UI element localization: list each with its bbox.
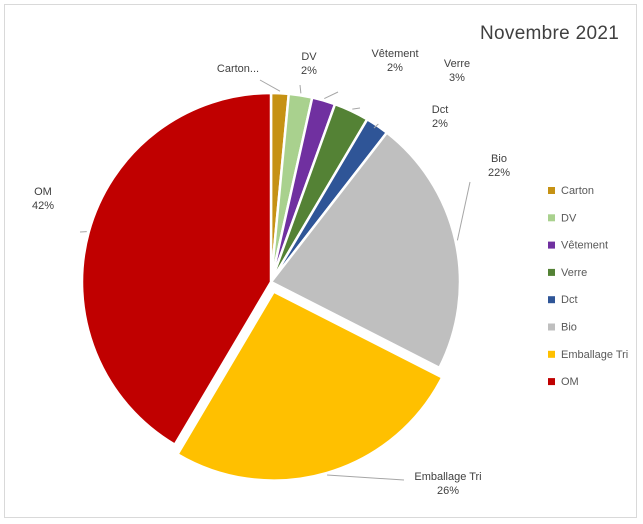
data-percent-dct: 2% [432,118,448,130]
legend-swatch-dv [548,214,555,222]
data-label-om: OM [34,186,52,198]
leader-line-carton [259,79,281,92]
data-label-carton: Carton... [217,63,259,75]
data-percent-om: 42% [32,200,54,212]
legend-label-dct: Dct [561,294,578,306]
legend-label-bio: Bio [561,322,577,334]
chart-title: Novembre 2021 [480,23,620,44]
leader-line-emballage-tri [327,474,405,481]
data-label-dv: DV [301,51,317,63]
legend-label-dv: DV [561,212,577,224]
data-label-bio: Bio [491,153,507,165]
data-percent-vetement: 2% [387,62,403,74]
legend-label-om: OM [561,376,579,388]
leader-line-dv [299,84,302,94]
data-percent-bio: 22% [488,167,510,179]
data-label-dct: Dct [432,104,449,116]
legend-swatch-om [548,378,555,386]
data-percent-emballage-tri: 26% [437,485,459,497]
legend-label-vetement: Vêtement [561,240,608,252]
data-label-emballage-tri: Emballage Tri [414,471,481,483]
legend-label-carton: Carton [561,185,594,197]
legend-label-emballage-tri: Emballage Tri [561,349,628,361]
leader-line-vetement [324,91,339,100]
leader-line-verre [352,107,361,110]
legend-swatch-bio [548,323,555,331]
legend-swatch-emballage-tri [548,350,555,358]
legend-swatch-vetement [548,241,555,249]
legend-label-verre: Verre [561,267,587,279]
data-percent-dv: 2% [301,65,317,77]
data-label-vetement: Vêtement [371,48,418,60]
legend-swatch-dct [548,296,555,304]
legend-swatch-verre [548,268,555,276]
pie-slice-bio [269,131,462,370]
pie-slice-emballage-tri [176,290,444,482]
leader-line-dct [373,123,379,129]
leader-line-bio [456,181,471,241]
legend-swatch-carton [548,187,555,194]
pie-slice-om [80,91,273,446]
data-percent-verre: 3% [449,72,465,84]
data-label-verre: Verre [444,58,470,70]
